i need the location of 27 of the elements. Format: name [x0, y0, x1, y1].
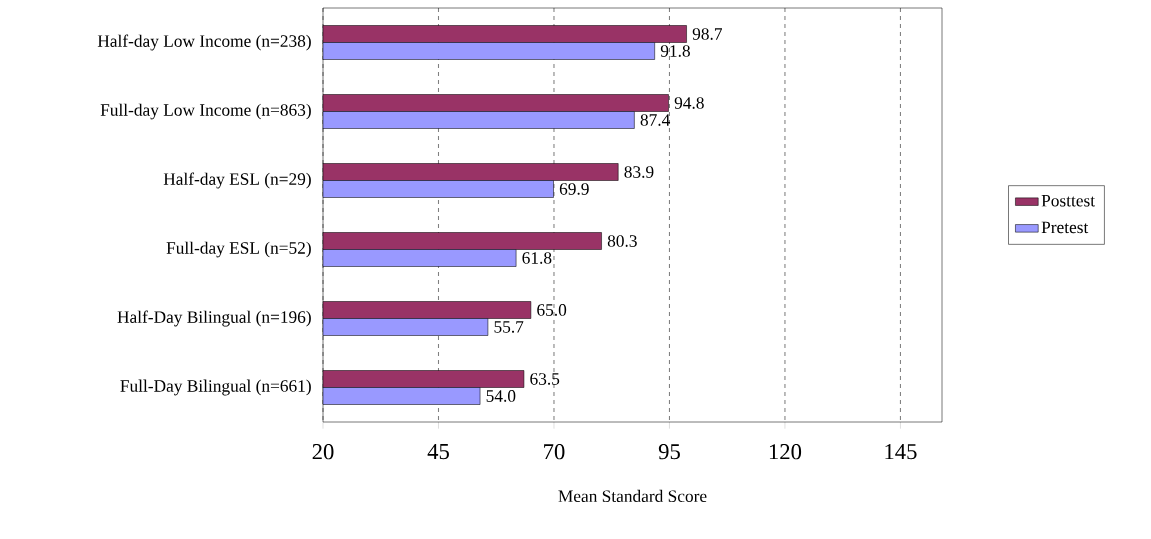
data-label: 94.8: [674, 97, 704, 109]
legend-label: Pretest: [1041, 221, 1089, 234]
x-tick-label: 45: [427, 444, 449, 460]
data-label: 98.7: [692, 28, 722, 40]
y-tick-label: Half-Day Bilingual (n=196): [117, 310, 311, 327]
x-tick-label: 70: [544, 444, 565, 460]
y-tick-label: Half-day Low Income (n=238): [97, 34, 311, 51]
data-label: 55.7: [494, 321, 524, 333]
y-tick-label: Full-day Low Income (n=863): [100, 103, 311, 120]
x-tick-label: 145: [885, 444, 917, 460]
x-tick-label: 20: [312, 444, 334, 460]
legend-label: Posttest: [1041, 194, 1095, 207]
data-label: 61.8: [522, 252, 552, 264]
y-tick-label: Half-day ESL (n=29): [163, 172, 311, 189]
y-tick-label: Full-day ESL (n=52): [166, 241, 311, 258]
x-axis-title: Mean Standard Score: [558, 489, 707, 503]
data-label: 80.3: [607, 235, 637, 247]
data-label: 63.5: [530, 373, 560, 385]
data-label: 87.4: [640, 114, 671, 126]
data-label: 83.9: [624, 166, 654, 178]
data-label: 91.8: [660, 45, 690, 57]
data-label: 54.0: [486, 390, 516, 402]
data-label: 69.9: [559, 183, 589, 195]
x-tick-label: 95: [658, 444, 680, 460]
x-tick-label: 120: [769, 444, 802, 460]
y-tick-label: Full-Day Bilingual (n=661): [120, 379, 311, 396]
data-label: 65.0: [537, 304, 567, 316]
